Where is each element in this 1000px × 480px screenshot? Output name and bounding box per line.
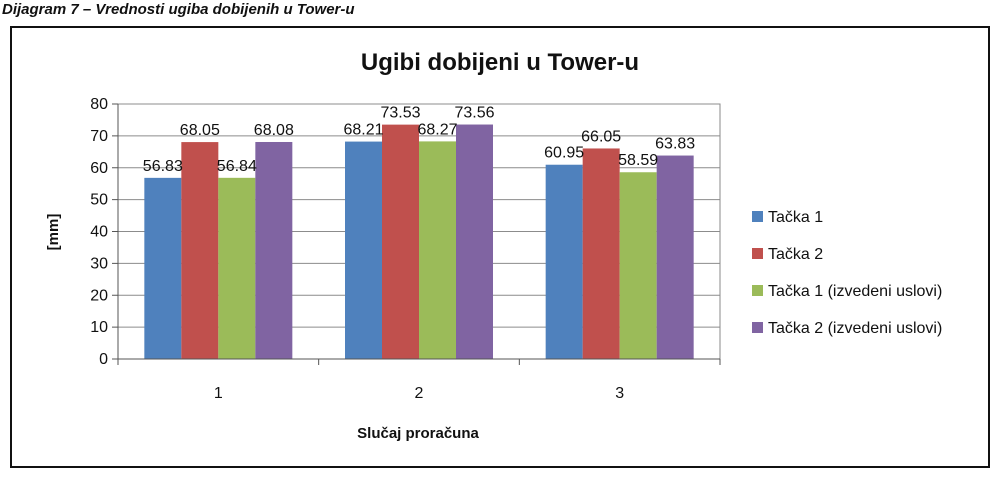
figure-caption: Dijagram 7 – Vrednosti ugiba dobijenih u… xyxy=(2,1,355,18)
y-tick-label: 80 xyxy=(90,96,108,113)
legend-label: Tačka 1 (izvedeni uslovi) xyxy=(768,283,942,300)
data-label: 63.83 xyxy=(655,136,695,153)
legend-label: Tačka 2 xyxy=(768,246,823,263)
legend-swatch xyxy=(752,248,763,259)
bar xyxy=(382,124,419,359)
legend-label: Tačka 1 xyxy=(768,209,823,226)
data-label: 68.08 xyxy=(254,122,294,139)
data-label: 73.56 xyxy=(454,105,494,122)
data-label: 66.05 xyxy=(581,128,621,145)
x-axis-label: Slučaj proračuna xyxy=(357,425,479,442)
bar xyxy=(255,141,293,359)
y-tick-label: 60 xyxy=(90,160,108,177)
bar xyxy=(144,177,182,359)
bar xyxy=(619,172,657,359)
bar xyxy=(345,141,382,359)
data-label: 73.53 xyxy=(380,105,420,122)
data-labels-group: 56.83 68.05 56.84 68.08 68.2173.5368.2773.56… xyxy=(143,105,695,175)
data-label: 56.84 xyxy=(217,158,257,175)
bar xyxy=(582,148,620,359)
data-label: 68.05 xyxy=(180,122,220,139)
y-tick-label: 40 xyxy=(90,224,108,241)
bar xyxy=(218,177,256,359)
legend-swatch xyxy=(752,211,763,222)
x-tick-label: 2 xyxy=(415,385,424,402)
legend-swatch xyxy=(752,285,763,296)
y-tick-label: 30 xyxy=(90,255,108,272)
y-tick-label: 50 xyxy=(90,192,108,209)
x-tick-label: 3 xyxy=(615,385,624,402)
x-tick-label: 1 xyxy=(214,385,223,402)
data-label: 60.95 xyxy=(544,145,584,162)
bar xyxy=(181,142,219,359)
bars-group xyxy=(144,124,694,359)
legend-swatch xyxy=(752,322,763,333)
y-tick-label: 70 xyxy=(90,128,108,145)
y-tick-label: 10 xyxy=(90,319,108,336)
data-label: 56.83 xyxy=(143,158,183,175)
data-label: 68.21 xyxy=(343,122,383,139)
data-label: 58.59 xyxy=(618,152,658,169)
legend-label: Tačka 2 (izvedeni uslovi) xyxy=(768,320,942,337)
y-axis-label: [mm] xyxy=(45,214,62,251)
y-tick-label: 20 xyxy=(90,287,108,304)
data-label: 68.27 xyxy=(417,121,457,138)
axes-group: 0 10 20 30 40 50 60 70 80 1 2 3 xyxy=(90,96,721,402)
legend: Tačka 1 Tačka 2 Tačka 1 (izvedeni uslovi) T… xyxy=(752,209,942,337)
chart-title: Ugibi dobijeni u Tower-u xyxy=(361,49,639,76)
bar xyxy=(545,164,583,359)
bar xyxy=(656,155,694,359)
y-tick-label: 0 xyxy=(99,351,108,368)
bar xyxy=(456,124,493,359)
bar xyxy=(419,141,456,359)
